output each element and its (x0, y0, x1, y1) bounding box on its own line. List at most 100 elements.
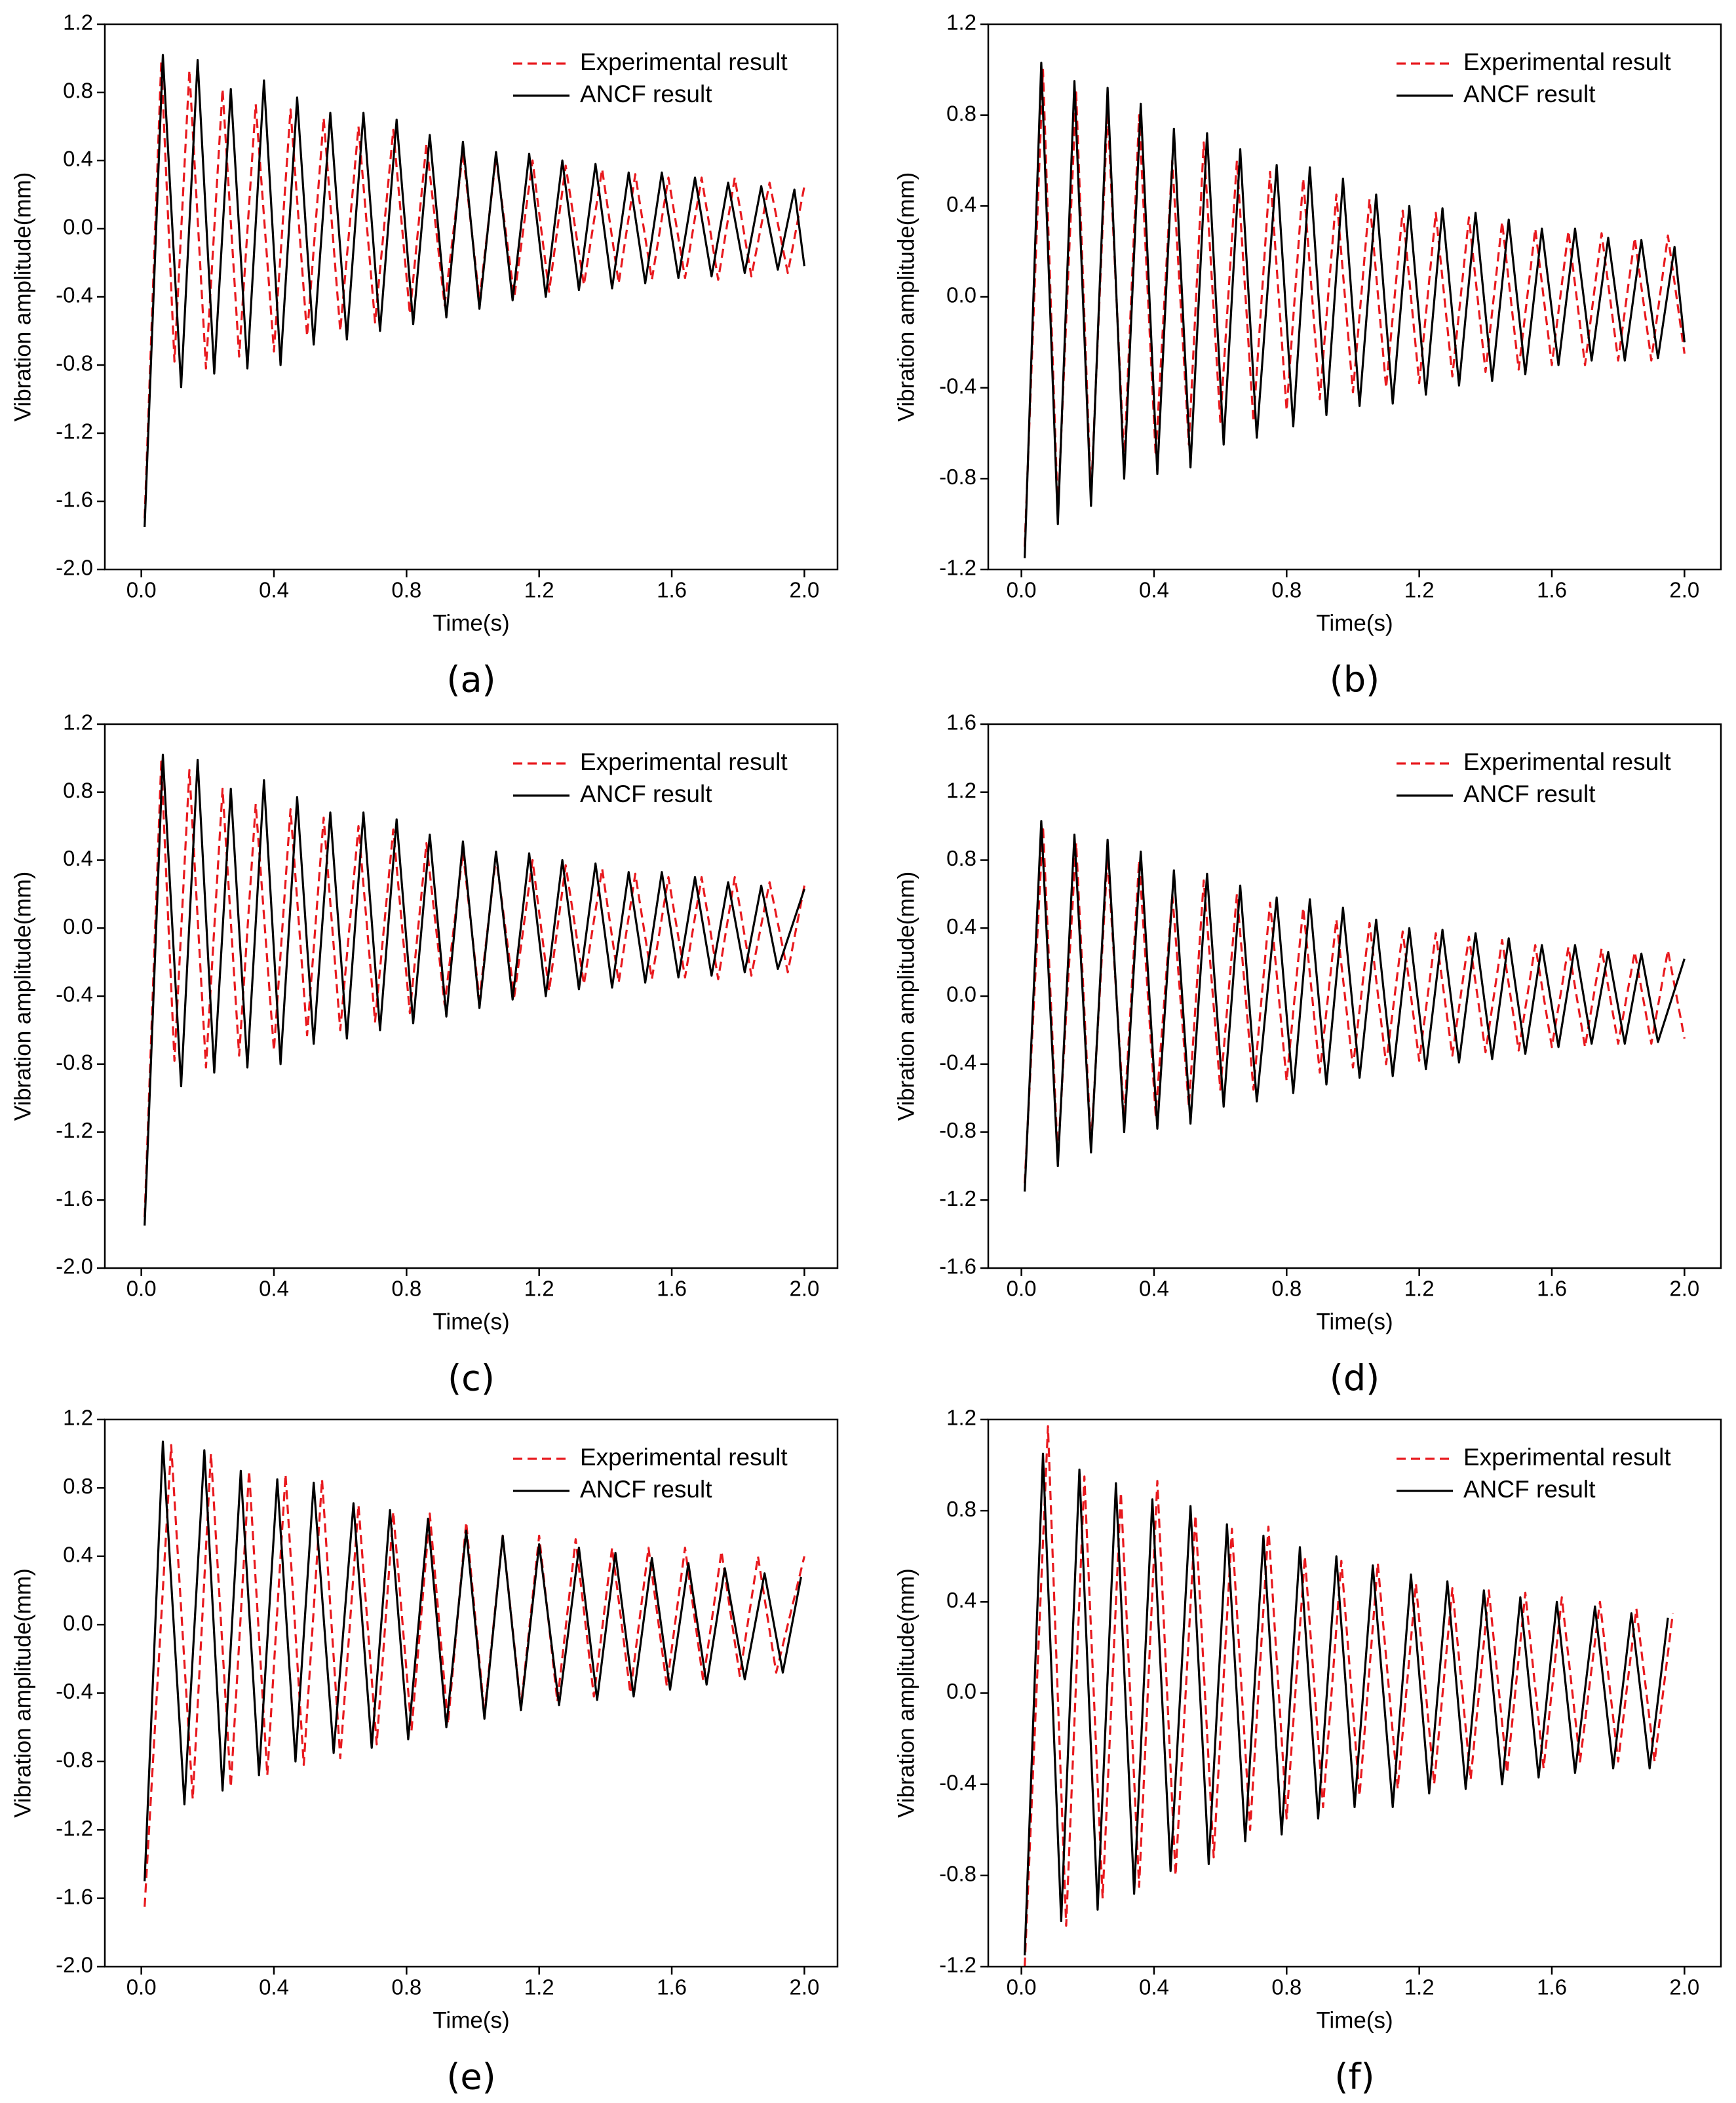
x-tick-label: 2.0 (1669, 1975, 1699, 1999)
y-tick-label: 0.0 (63, 215, 93, 239)
y-tick-label: 0.0 (63, 1611, 93, 1635)
y-tick-label: 0.0 (63, 914, 93, 938)
x-tick-label: 0.4 (1139, 578, 1169, 602)
x-axis-label: Time(s) (433, 2007, 509, 2033)
y-tick-label: -1.6 (939, 1254, 976, 1279)
y-tick-label: -0.8 (56, 1748, 93, 1772)
plot-frame (104, 1418, 839, 1968)
y-tick-label: 1.2 (63, 10, 93, 35)
y-tick-label: -0.8 (56, 1050, 93, 1074)
y-tick-label: -1.6 (56, 488, 93, 512)
y-tick-label: -0.8 (939, 1862, 976, 1886)
legend-label: Experimental result (580, 48, 788, 75)
y-tick-label: -1.2 (56, 1118, 93, 1142)
data-line (1024, 1425, 1674, 1967)
y-tick-label: 0.0 (946, 1679, 976, 1703)
caption: (b) (1330, 659, 1379, 701)
x-tick-label: 0.4 (1139, 1975, 1169, 1999)
y-tick-label: -0.4 (939, 374, 976, 398)
x-tick-label: 0.0 (1007, 1277, 1037, 1301)
y-tick-label: -0.8 (939, 1118, 976, 1142)
y-tick-label: 1.2 (946, 1406, 976, 1430)
y-tick-label: 0.8 (63, 79, 93, 103)
x-tick-label: 0.0 (126, 1975, 157, 1999)
x-axis-label: Time(s) (433, 610, 509, 636)
y-tick-label: -1.2 (56, 1816, 93, 1840)
x-tick-label: 1.2 (1404, 1975, 1435, 1999)
x-axis-label: Time(s) (1316, 610, 1393, 636)
legend-label: Experimental result (1463, 748, 1671, 775)
x-tick-label: 2.0 (1669, 578, 1699, 602)
x-tick-label: 0.8 (1271, 1277, 1302, 1301)
plot-frame (104, 723, 839, 1269)
caption: (f) (1334, 2056, 1374, 2098)
data-line (1024, 820, 1686, 1192)
y-tick-label: -0.8 (56, 351, 93, 376)
x-axis-label: Time(s) (1316, 2007, 1393, 2033)
x-tick-label: 0.0 (126, 578, 157, 602)
y-tick-label: -1.2 (939, 1953, 976, 1977)
y-tick-label: -1.6 (56, 1186, 93, 1210)
y-tick-label: -0.4 (939, 1770, 976, 1794)
y-tick-label: 0.4 (946, 1588, 976, 1612)
x-tick-label: 0.8 (391, 1975, 421, 1999)
caption: (e) (446, 2056, 495, 2098)
y-tick-label: 0.4 (946, 192, 976, 216)
x-tick-label: 1.6 (657, 1277, 687, 1301)
y-tick-label: 0.8 (946, 846, 976, 870)
y-tick-label: 1.2 (63, 710, 93, 735)
y-tick-label: -2.0 (56, 556, 93, 580)
x-tick-label: 2.0 (789, 1975, 819, 1999)
y-axis-label: Vibration amplitude(mm) (893, 1568, 919, 1818)
x-tick-label: 1.2 (1404, 578, 1435, 602)
data-line (144, 54, 805, 528)
x-tick-label: 2.0 (1669, 1277, 1699, 1301)
y-tick-label: -0.4 (939, 1050, 976, 1074)
legend-label: ANCF result (1463, 781, 1596, 807)
data-line (1024, 1452, 1669, 1956)
y-tick-label: 0.8 (946, 101, 976, 125)
caption: (a) (446, 659, 495, 701)
x-tick-label: 1.2 (524, 578, 554, 602)
data-line (144, 60, 805, 519)
x-tick-label: 0.8 (391, 578, 421, 602)
legend-label: ANCF result (1463, 81, 1596, 107)
legend-label: Experimental result (1463, 1444, 1671, 1471)
x-tick-label: 1.2 (1404, 1277, 1435, 1301)
x-tick-label: 0.8 (391, 1277, 421, 1301)
y-tick-label: 1.2 (946, 10, 976, 35)
y-tick-label: 0.0 (946, 982, 976, 1007)
x-tick-label: 1.6 (1537, 578, 1567, 602)
data-line (1024, 62, 1686, 558)
y-tick-label: 0.0 (946, 283, 976, 307)
y-tick-label: -0.8 (939, 465, 976, 489)
x-tick-label: 1.6 (1537, 1975, 1567, 1999)
legend-label: ANCF result (580, 781, 712, 807)
caption: (c) (448, 1358, 495, 1399)
plot-frame (987, 723, 1722, 1269)
caption: (d) (1330, 1358, 1379, 1399)
x-tick-label: 0.0 (1007, 578, 1037, 602)
plot-frame (987, 23, 1722, 571)
plot-frame (987, 1418, 1722, 1968)
x-axis-label: Time(s) (1316, 1309, 1393, 1334)
x-tick-label: 1.2 (524, 1975, 554, 1999)
y-axis-label: Vibration amplitude(mm) (893, 872, 919, 1121)
x-tick-label: 1.6 (657, 1975, 687, 1999)
legend-label: Experimental result (1463, 48, 1671, 75)
y-tick-label: -1.2 (939, 556, 976, 580)
y-tick-label: -1.2 (56, 419, 93, 444)
x-tick-label: 0.4 (259, 1277, 289, 1301)
y-tick-label: 1.2 (946, 778, 976, 802)
legend-label: Experimental result (580, 1444, 788, 1471)
plot-frame (104, 23, 839, 571)
x-tick-label: 2.0 (789, 578, 819, 602)
data-line (1024, 825, 1686, 1184)
y-tick-label: -2.0 (56, 1953, 93, 1977)
y-axis-label: Vibration amplitude(mm) (893, 172, 919, 422)
y-axis-label: Vibration amplitude(mm) (10, 872, 35, 1121)
data-line (144, 1440, 802, 1881)
y-tick-label: 0.4 (63, 147, 93, 171)
y-tick-label: -1.6 (56, 1884, 93, 1908)
